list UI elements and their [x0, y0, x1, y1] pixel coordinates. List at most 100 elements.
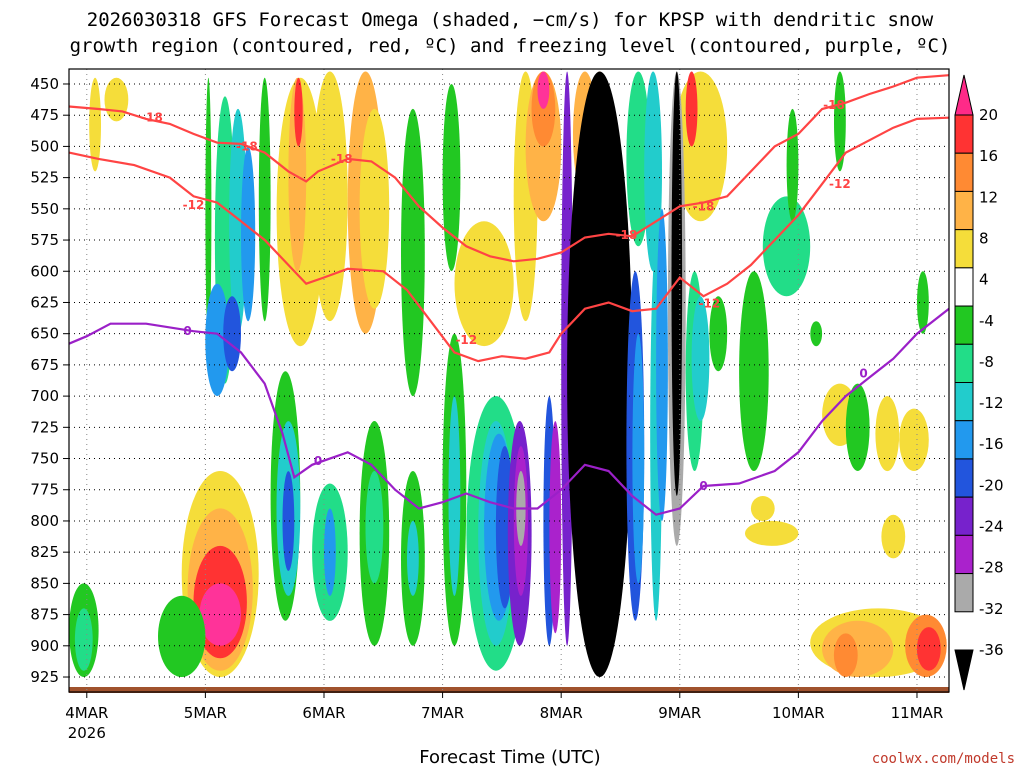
colorbar-segment [954, 382, 974, 422]
omega-shading [69, 71, 949, 693]
y-tick-label: 900 [30, 637, 59, 655]
omega-cell [158, 595, 206, 678]
x-tick-label: 5MAR [184, 704, 227, 722]
y-tick-label: 650 [30, 325, 59, 343]
y-tick-label: 525 [30, 169, 59, 187]
omega-cell [833, 633, 858, 677]
x-axis-title: Forecast Time (UTC) [419, 747, 600, 768]
y-tick-label: 825 [30, 543, 59, 561]
chart-title-line2: growth region (contoured, red, ºC) and f… [70, 35, 951, 57]
colorbar-segment [954, 496, 974, 536]
temperature-contours: -18 -18 -18 -18 -18 -18 -12 -12 -12 -12 0 0 0 0 [68, 74, 950, 516]
omega-cell [656, 208, 668, 521]
omega-cell [365, 471, 384, 584]
plot-grid [69, 69, 949, 692]
colorbar-segment [954, 305, 974, 345]
colorbar-segment [954, 114, 974, 154]
y-tick-label: 925 [30, 668, 59, 686]
colorbar-segment [954, 458, 974, 498]
omega-cell [691, 296, 710, 422]
y-tick-label: 750 [30, 450, 59, 468]
omega-cell [671, 71, 683, 496]
omega-cell [632, 333, 645, 584]
omega-cell [786, 108, 799, 222]
omega-cell [715, 196, 751, 322]
credit-text: coolwx.com/models [872, 751, 1015, 767]
y-tick-label: 600 [30, 262, 59, 280]
contour-label: -18 [331, 152, 353, 166]
y-tick-label: 775 [30, 481, 59, 499]
omega-cell [448, 396, 461, 596]
colorbar-label: 4 [979, 271, 989, 289]
omega-cell [537, 71, 550, 109]
contour-label: 0 [699, 479, 707, 493]
contour-label: -18 [236, 139, 258, 153]
contour-label: -12 [455, 333, 477, 347]
contour-label: -18 [693, 199, 715, 213]
colorbar-segment [954, 152, 974, 192]
omega-cell [549, 421, 562, 634]
colorbar-label: 12 [979, 188, 998, 206]
omega-cell [407, 520, 419, 596]
omega-cell [834, 71, 846, 172]
chart-title-line1: 2026030318 GFS Forecast Omega (shaded, −… [87, 9, 934, 31]
omega-cell [917, 271, 929, 334]
omega-cell [685, 71, 698, 147]
y-tick-label: 575 [30, 231, 59, 249]
omega-cell [845, 383, 870, 471]
colorbar-segment [954, 267, 974, 307]
y-tick-label: 550 [30, 200, 59, 218]
omega-cell [573, 96, 627, 671]
contour-label: -18 [141, 111, 163, 125]
plot-frame [68, 68, 950, 693]
colorbar-label: -24 [979, 518, 1004, 536]
omega-cell [223, 296, 242, 372]
colorbar-label: 20 [979, 106, 998, 124]
omega-cell [822, 620, 894, 678]
x-tick-label: 4MAR [65, 704, 108, 722]
colorbar: 20 16 12 8 4 -4 -8 -12 -16 -20 -24 -28 -32 -36 [954, 74, 1004, 691]
colorbar-segment [954, 534, 974, 575]
omega-cell [205, 283, 230, 397]
x-tick-label: 9MAR [658, 704, 701, 722]
contour-line [68, 74, 950, 263]
x-tick-label: 11MAR [891, 704, 944, 722]
y-tick-label: 475 [30, 106, 59, 124]
y-tick-label: 675 [30, 356, 59, 374]
colorbar-top-arrow [954, 74, 974, 116]
colorbar-label: -36 [979, 641, 1004, 659]
omega-cell [74, 608, 93, 671]
omega-cell [750, 496, 775, 521]
contour-label: -18 [823, 98, 845, 112]
contour-label: -12 [699, 297, 721, 311]
omega-cell [199, 583, 241, 646]
contour-line [68, 116, 950, 363]
x-tick-label: 8MAR [540, 704, 583, 722]
contour-label: -12 [183, 198, 205, 212]
x-tick-label: 6MAR [302, 704, 345, 722]
omega-cell [739, 271, 769, 471]
omega-cell [282, 471, 295, 571]
colorbar-label: -12 [979, 394, 1004, 412]
colorbar-label: -20 [979, 476, 1004, 494]
colorbar-label: -32 [979, 600, 1004, 618]
colorbar-label: 16 [979, 147, 998, 165]
colorbar-label: 8 [979, 229, 989, 247]
colorbar-segment [954, 343, 974, 383]
omega-cell [561, 71, 573, 646]
y-tick-label: 625 [30, 293, 59, 311]
omega-cell [916, 627, 941, 671]
omega-cell [745, 520, 799, 546]
omega-cell [258, 77, 271, 322]
time-axis: 4MAR 2026 5MAR 6MAR 7MAR 8MAR 9MAR 10MAR 11MAR [65, 692, 943, 742]
pressure-axis: 450 475 500 525 550 575 600 625 650 675 700 725 750 7… [30, 75, 69, 686]
terrain-strip [69, 687, 949, 693]
colorbar-segment [954, 573, 974, 613]
omega-cell [401, 108, 425, 397]
omega-cell [442, 84, 461, 272]
y-tick-label: 500 [30, 137, 59, 155]
contour-line [68, 307, 950, 516]
y-tick-label: 850 [30, 574, 59, 592]
colorbar-segment [954, 420, 974, 460]
